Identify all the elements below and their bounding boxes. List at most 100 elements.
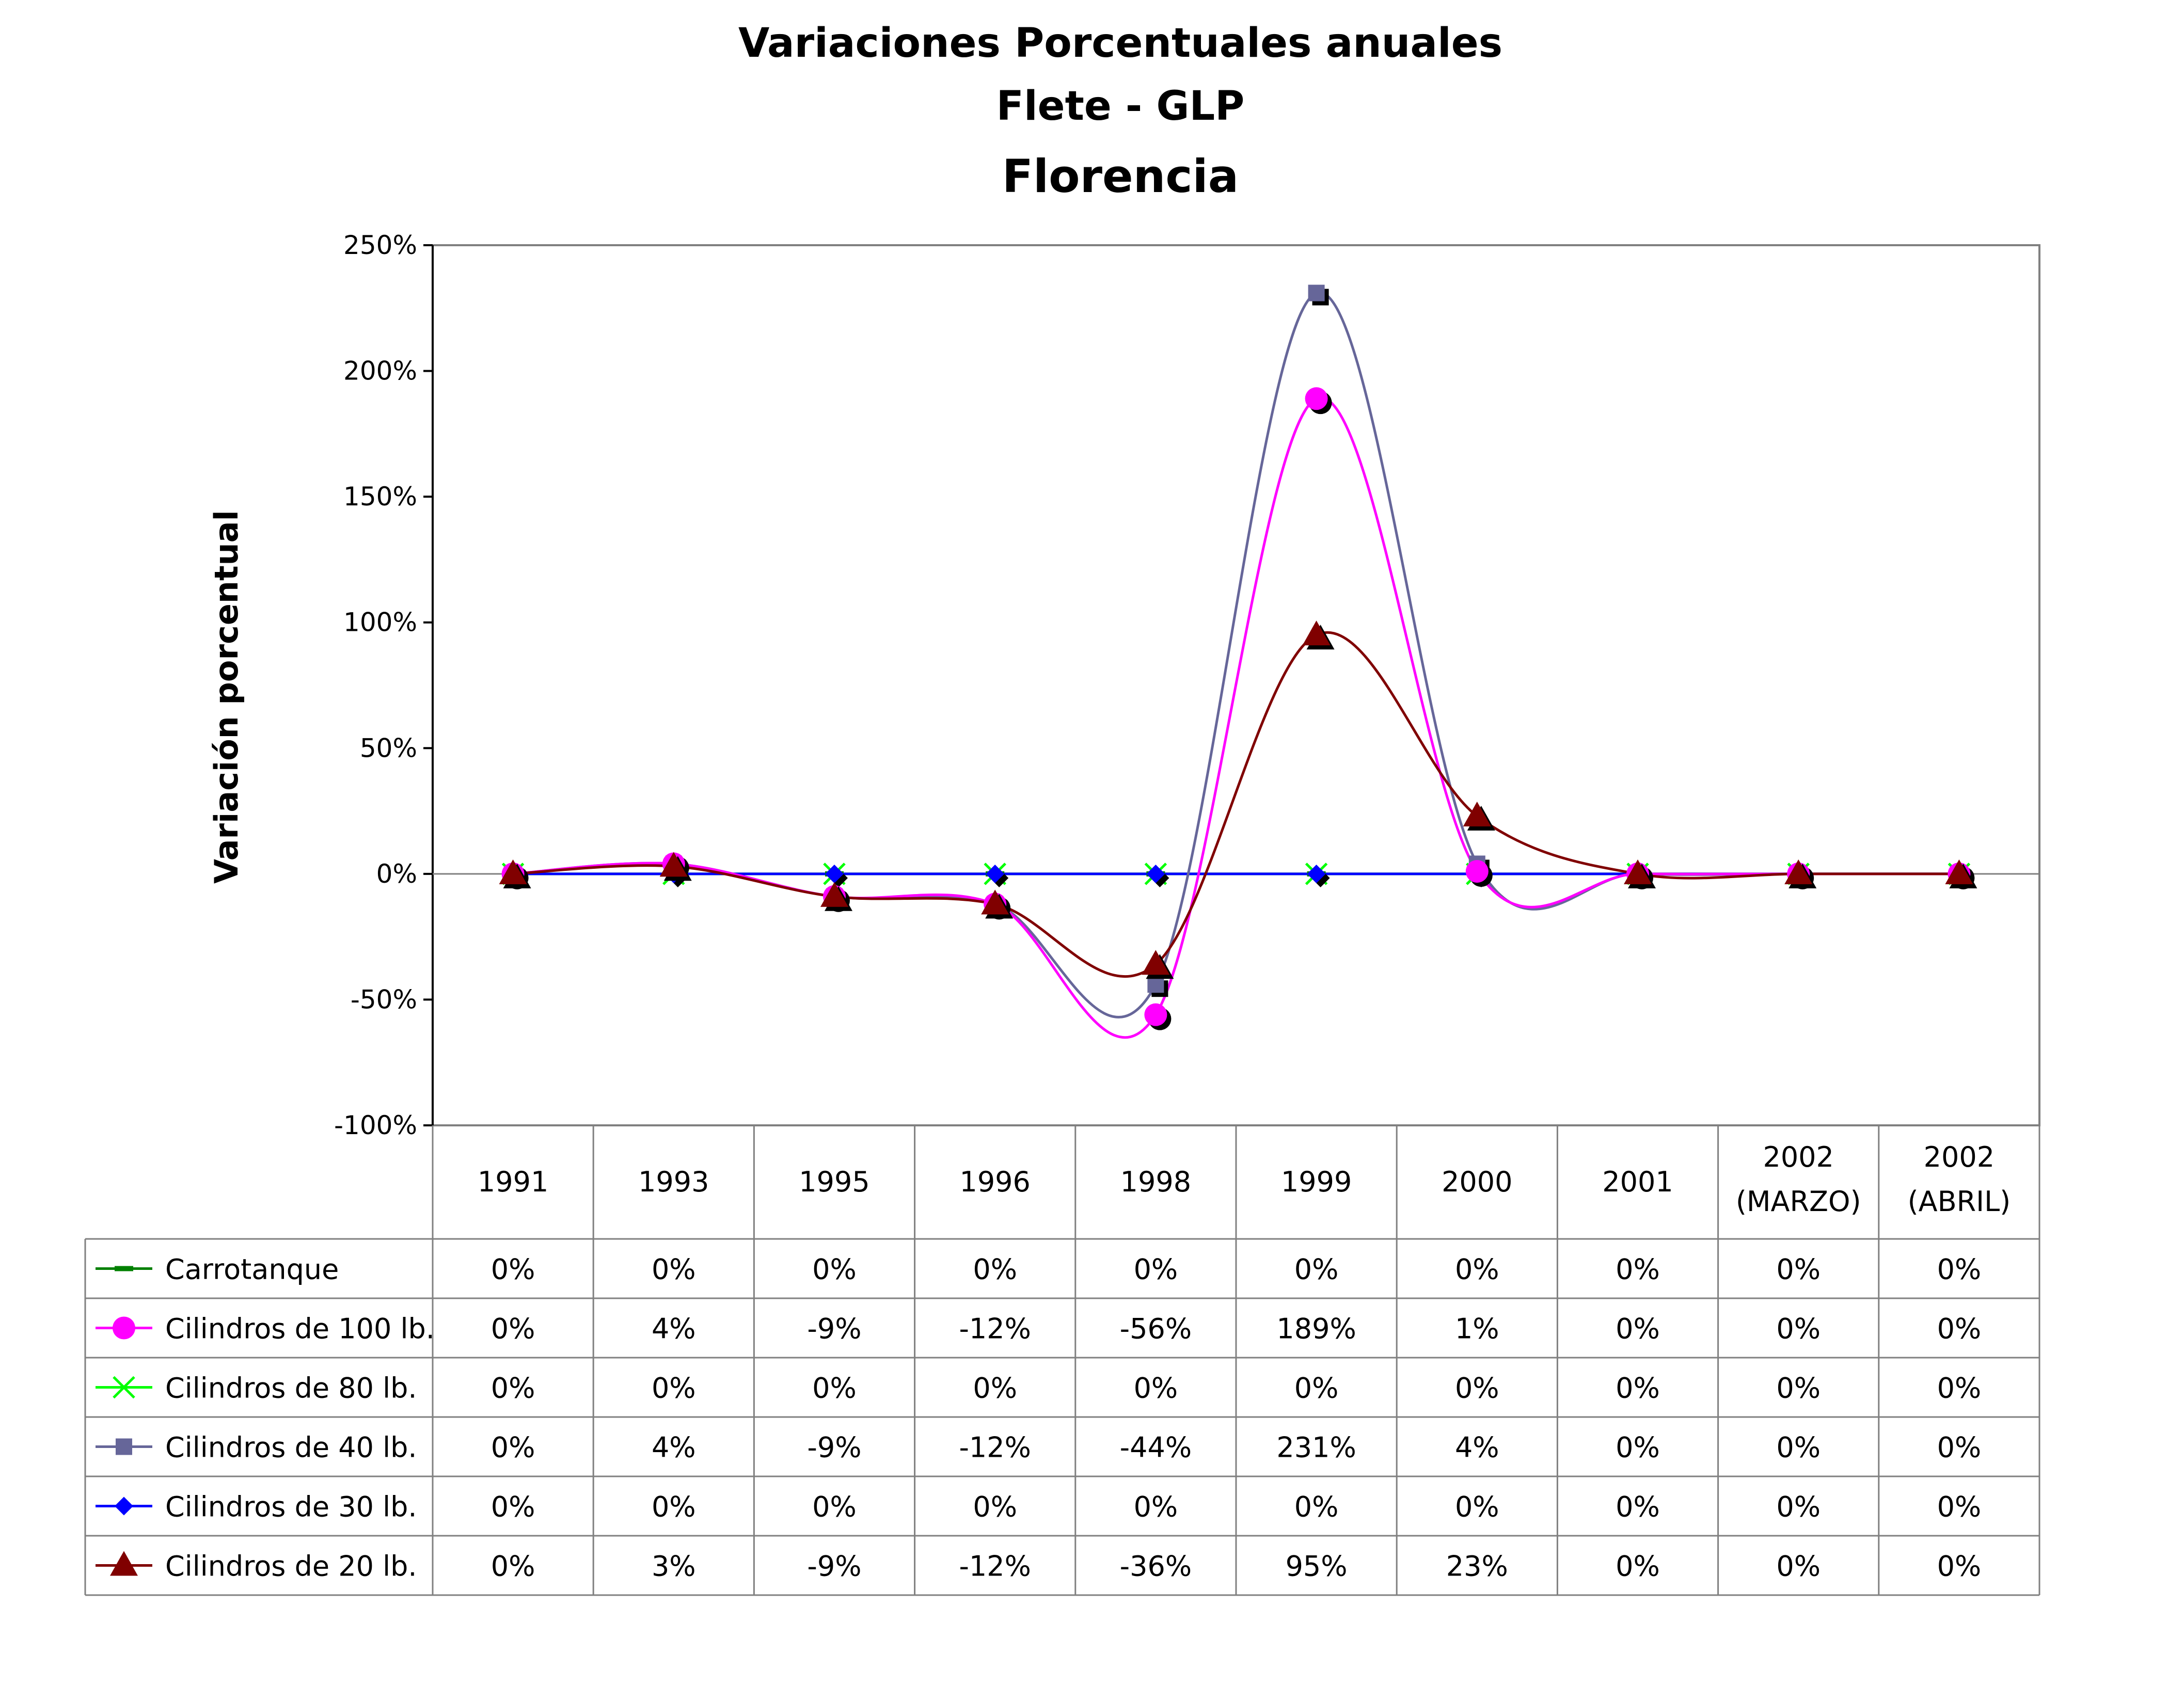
table-cell-value: 0% [1616, 1431, 1660, 1464]
table-cell-value: -44% [1120, 1431, 1192, 1464]
data-point [820, 882, 848, 907]
category-label: 1995 [799, 1166, 869, 1198]
table-cell-value: 0% [491, 1550, 535, 1583]
legend-marker-icon [116, 1438, 132, 1455]
legend-label: Cilindros de 30 lb. [165, 1491, 417, 1523]
data-point [659, 852, 688, 877]
table-cell-value: 0% [491, 1372, 535, 1405]
table-cell-value: 0% [812, 1372, 857, 1405]
table-cell-value: 0% [1616, 1253, 1660, 1286]
data-point [1307, 864, 1326, 883]
legend-marker-icon [110, 1551, 138, 1576]
legend-label: Cilindros de 100 lb. [165, 1313, 435, 1345]
table-cell-value: 0% [1937, 1372, 1982, 1405]
category-label: 2002 [1924, 1141, 1995, 1173]
data-point [986, 864, 1005, 883]
table-cell-value: 0% [1776, 1550, 1821, 1583]
table-cell-value: -36% [1120, 1550, 1192, 1583]
table-cell-value: 0% [1937, 1253, 1982, 1286]
table-cell-value: 0% [1776, 1253, 1821, 1286]
table-cell-value: 3% [652, 1550, 696, 1583]
category-label: 1998 [1120, 1166, 1191, 1198]
data-point [1308, 284, 1325, 301]
table-cell-value: 0% [1776, 1491, 1821, 1523]
chart-subtitle: Flete - GLP [996, 83, 1245, 130]
table-cell-value: -9% [807, 1550, 861, 1583]
y-tick-label: 100% [343, 608, 417, 638]
y-tick-label: -50% [351, 984, 417, 1014]
data-point [1142, 950, 1170, 975]
category-label: (ABRIL) [1908, 1185, 2011, 1218]
table-cell-value: 189% [1276, 1313, 1356, 1345]
data-point [1147, 976, 1164, 993]
y-tick-label: 200% [343, 356, 417, 386]
legend-marker-icon [115, 1266, 133, 1271]
table-cell-value: 0% [1937, 1313, 1982, 1345]
table-cell-value: 0% [491, 1313, 535, 1345]
category-label: 2000 [1442, 1166, 1512, 1198]
table-cell-value: 0% [1616, 1372, 1660, 1405]
series-line [513, 631, 1959, 978]
data-point [1146, 864, 1165, 883]
table-cell-value: 0% [973, 1372, 1017, 1405]
table-cell-value: 0% [1455, 1491, 1499, 1523]
table-cell-value: 0% [1294, 1372, 1339, 1405]
chart-title: Variaciones Porcentuales anuales [738, 20, 1502, 67]
table-cell-value: 231% [1276, 1431, 1356, 1464]
table-cell-value: -9% [807, 1313, 861, 1345]
legend-label: Cilindros de 20 lb. [165, 1550, 417, 1583]
table-cell-value: -56% [1120, 1313, 1192, 1345]
legend-label: Cilindros de 40 lb. [165, 1431, 417, 1464]
data-point [499, 859, 527, 884]
table-cell-value: 0% [1134, 1372, 1178, 1405]
table-cell-value: 0% [812, 1253, 857, 1286]
data-point [1144, 1003, 1167, 1026]
table-cell-value: 0% [491, 1431, 535, 1464]
table-cell-value: 0% [812, 1491, 857, 1523]
table-cell-value: 0% [652, 1372, 696, 1405]
table-cell-value: -9% [807, 1431, 861, 1464]
table-cell-value: 23% [1446, 1550, 1508, 1583]
data-point [981, 889, 1009, 915]
legend-marker-icon [113, 1316, 135, 1340]
table-cell-value: 0% [1294, 1491, 1339, 1523]
data-point [1465, 860, 1489, 883]
category-label: 1999 [1281, 1166, 1352, 1198]
y-tick-label: 150% [343, 482, 417, 512]
table-cell-value: 4% [652, 1431, 696, 1464]
category-label: 2002 [1763, 1141, 1833, 1173]
table-cell-value: 0% [1134, 1491, 1178, 1523]
table-cell-value: 0% [1455, 1253, 1499, 1286]
table-cell-value: 0% [1776, 1431, 1821, 1464]
table-cell-value: 95% [1286, 1550, 1348, 1583]
category-label: (MARZO) [1736, 1185, 1861, 1218]
table-cell-value: 0% [652, 1491, 696, 1523]
table-cell-value: 0% [491, 1253, 535, 1286]
table-cell-value: 0% [1616, 1550, 1660, 1583]
legend-label: Carrotanque [165, 1253, 339, 1286]
table-cell-value: 0% [1616, 1313, 1660, 1345]
legend-label: Cilindros de 80 lb. [165, 1372, 417, 1405]
category-label: 1996 [959, 1166, 1030, 1198]
data-point [1305, 387, 1328, 410]
y-tick-label: 50% [360, 733, 417, 763]
category-label: 1993 [638, 1166, 709, 1198]
table-cell-value: 0% [1776, 1313, 1821, 1345]
table-cell-value: 0% [1776, 1372, 1821, 1405]
table-cell-value: 0% [1616, 1491, 1660, 1523]
table-cell-value: 0% [973, 1253, 1017, 1286]
table-cell-value: 0% [652, 1253, 696, 1286]
table-cell-value: 0% [1937, 1431, 1982, 1464]
table-cell-value: 0% [1455, 1372, 1499, 1405]
table-cell-value: -12% [959, 1431, 1031, 1464]
table-cell-value: 0% [1937, 1550, 1982, 1583]
y-tick-label: 250% [343, 230, 417, 260]
y-tick-label: 0% [376, 859, 417, 889]
data-point [1624, 859, 1652, 884]
table-cell-value: -12% [959, 1550, 1031, 1583]
data-point [1463, 801, 1491, 826]
table-cell-value: 0% [1937, 1491, 1982, 1523]
legend-marker-icon [115, 1497, 133, 1516]
data-point [1945, 859, 1973, 884]
